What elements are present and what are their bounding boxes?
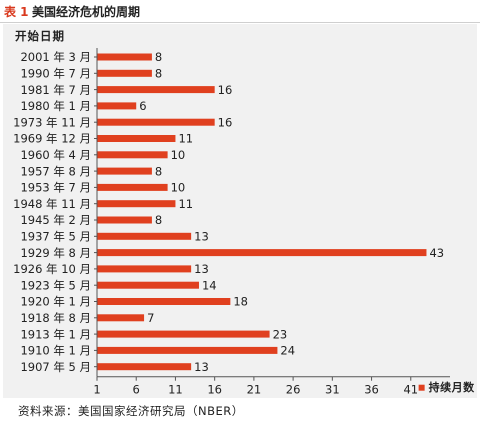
category-header: 开始日期 [15, 29, 65, 43]
legend-swatch [418, 384, 425, 391]
bar [97, 281, 199, 289]
data-label: 10 [171, 181, 186, 195]
x-tick-label: 21 [247, 383, 262, 397]
category-label: 1953 年 7 月 [20, 181, 91, 195]
data-label: 8 [155, 67, 162, 81]
table-number: 表 1 [4, 5, 29, 19]
x-tick-label: 6 [133, 383, 140, 397]
bar [97, 102, 137, 110]
category-label: 1990 年 7 月 [20, 67, 91, 81]
bar [97, 298, 231, 305]
x-tick-label: 16 [207, 383, 222, 397]
chart-panel: 开始日期 2001 年 3 月 8 1990 年 7 月 8 1981 年 7 月 16 19… [3, 24, 477, 398]
title-bar: 表 1 美国经济危机的周期 [0, 0, 480, 23]
bar [97, 118, 215, 126]
category-label: 1981 年 7 月 [20, 83, 91, 97]
category-label: 1957 年 8 月 [20, 164, 91, 178]
data-label: 7 [147, 311, 154, 325]
x-tick-label: 36 [364, 383, 379, 397]
data-label: 8 [155, 213, 162, 227]
bar [97, 53, 152, 61]
data-label: 23 [273, 327, 288, 341]
category-label: 1918 年 8 月 [20, 311, 91, 325]
category-label: 1926 年 10 月 [13, 262, 91, 276]
data-label: 13 [194, 230, 209, 244]
x-tick-label: 41 [403, 383, 418, 397]
data-label: 13 [194, 262, 209, 276]
legend-label: 持续月数 [429, 380, 475, 394]
bar [97, 265, 192, 273]
category-label: 2001 年 3 月 [20, 50, 91, 64]
category-label: 1920 年 1 月 [20, 295, 91, 309]
category-label: 1945 年 2 月 [20, 213, 91, 227]
x-tick-label: 1 [93, 383, 100, 397]
data-label: 6 [139, 99, 146, 113]
bar [97, 183, 168, 191]
category-label: 1980 年 1 月 [20, 99, 91, 113]
bar [97, 135, 176, 142]
category-label: 1973 年 11 月 [13, 115, 91, 129]
data-label: 24 [280, 344, 295, 358]
data-label: 8 [155, 50, 162, 64]
bar [97, 167, 152, 175]
data-label: 10 [171, 148, 186, 162]
x-tick-label: 11 [168, 383, 183, 397]
data-label: 8 [155, 164, 162, 178]
category-label: 1929 年 8 月 [20, 246, 91, 260]
bar [97, 69, 152, 77]
bar [97, 200, 176, 208]
data-label: 16 [218, 115, 233, 129]
category-label: 1948 年 11 月 [13, 197, 91, 211]
source-note: 资料来源：美国国家经济研究局（NBER） [18, 404, 244, 418]
bar [97, 216, 152, 224]
bar [97, 314, 145, 322]
data-label: 11 [178, 132, 193, 146]
bar [97, 363, 192, 371]
category-label: 1969 年 12 月 [13, 132, 91, 146]
category-label: 1937 年 5 月 [20, 230, 91, 244]
bar [97, 346, 278, 354]
bar [97, 330, 270, 338]
category-label: 1923 年 5 月 [20, 278, 91, 292]
x-tick-label: 26 [286, 383, 301, 397]
data-label: 43 [429, 246, 444, 260]
category-label: 1907 年 5 月 [20, 360, 91, 374]
category-label: 1913 年 1 月 [20, 327, 91, 341]
category-label: 1910 年 1 月 [20, 344, 91, 358]
data-label: 11 [178, 197, 193, 211]
bar [97, 151, 168, 159]
category-label: 1960 年 4 月 [20, 148, 91, 162]
data-label: 14 [202, 278, 217, 292]
data-label: 18 [233, 295, 248, 309]
x-tick-label: 31 [325, 383, 340, 397]
data-label: 13 [194, 360, 209, 374]
data-label: 16 [218, 83, 233, 97]
bar [97, 86, 215, 94]
chart-title: 美国经济危机的周期 [32, 5, 141, 19]
bar [97, 232, 192, 240]
bar [97, 249, 427, 257]
